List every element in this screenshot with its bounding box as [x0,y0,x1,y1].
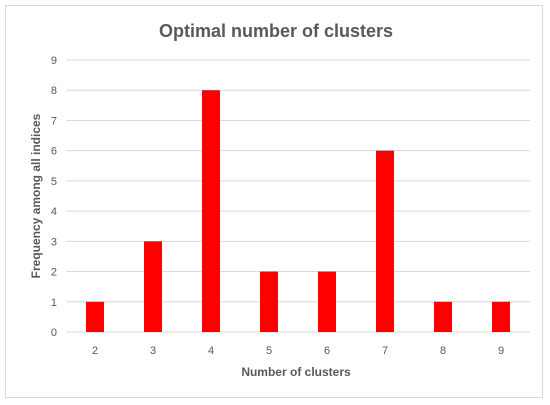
bar-8 [434,301,452,332]
bars [86,90,510,332]
x-tick-label: 3 [150,345,156,357]
x-tick-label: 4 [208,345,214,357]
bar-4 [202,90,220,332]
bar-2 [86,301,104,332]
gridlines [66,59,530,333]
y-tick-label: 0 [51,327,57,339]
y-tick-label: 8 [51,85,57,97]
bar-6 [318,271,336,332]
x-tick-label: 5 [266,345,272,357]
x-tick-label: 7 [382,345,388,357]
bar-7 [376,150,394,332]
y-tick-label: 4 [51,206,57,218]
y-tick-labels: 0 1 2 3 4 5 6 7 8 9 [51,55,57,339]
x-tick-labels: 2 3 4 5 6 7 8 9 [92,345,504,357]
x-tick-label: 9 [498,345,504,357]
bar-5 [260,271,278,332]
y-tick-label: 2 [51,267,57,279]
x-tick-label: 2 [92,345,98,357]
y-tick-label: 1 [51,297,57,309]
y-tick-label: 7 [51,115,57,127]
y-axis-title: Frequency among all indices [29,113,43,278]
y-tick-label: 9 [51,55,57,67]
y-tick-label: 6 [51,146,57,158]
bar-3 [144,241,162,332]
x-tick-label: 8 [440,345,446,357]
x-axis-title: Number of clusters [241,365,351,379]
bar-9 [492,301,510,332]
y-tick-label: 5 [51,176,57,188]
x-tick-label: 6 [324,345,330,357]
y-tick-label: 3 [51,236,57,248]
chart-title: Optimal number of clusters [159,21,393,41]
